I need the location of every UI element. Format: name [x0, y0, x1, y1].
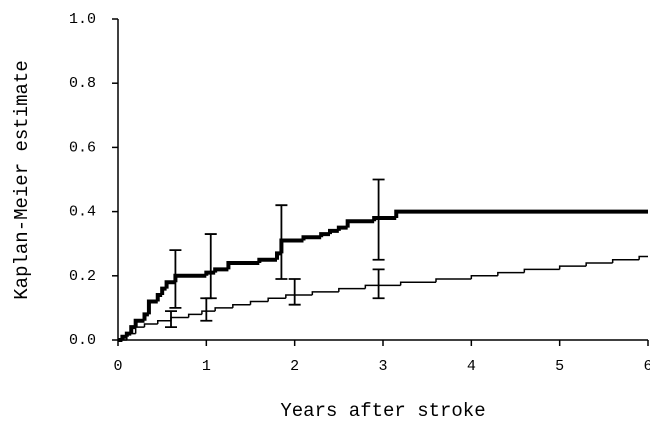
- y-tick-label: 0.4: [69, 204, 96, 221]
- step-segment: [585, 262, 613, 267]
- y-axis-title: Kaplan-Meier estimate: [11, 60, 33, 299]
- step-segment: [285, 294, 313, 299]
- step-segment: [201, 310, 216, 315]
- step-segment: [214, 307, 233, 312]
- x-tick-label: 0: [113, 358, 122, 375]
- step-segment: [126, 332, 136, 340]
- x-tick-label: 3: [378, 358, 387, 375]
- step-segment: [523, 268, 560, 273]
- step-segment: [267, 297, 286, 302]
- step-segment: [435, 278, 472, 283]
- y-tick-label: 0.8: [69, 75, 96, 92]
- step-segment: [611, 259, 640, 263]
- error-bar: [288, 278, 301, 306]
- step-segment: [187, 313, 202, 318]
- step-segment: [164, 280, 176, 289]
- y-tick-label: 0.2: [69, 268, 96, 285]
- step-segment: [249, 300, 269, 305]
- error-bar: [372, 268, 385, 300]
- step-segment: [170, 316, 189, 321]
- step-segment: [155, 293, 163, 302]
- error-bar: [372, 178, 385, 261]
- step-segment: [336, 225, 348, 231]
- step-segment: [558, 265, 587, 270]
- step-segment: [301, 235, 322, 241]
- step-segment: [364, 284, 401, 289]
- step-segment: [160, 286, 167, 296]
- step-segment: [394, 209, 648, 219]
- step-segment: [146, 299, 158, 315]
- step-segment: [134, 326, 145, 334]
- step-segment: [328, 228, 339, 235]
- step-segment: [345, 219, 375, 228]
- x-tick-label: 6: [643, 358, 650, 375]
- step-segment: [142, 312, 149, 321]
- step-segment: [173, 273, 207, 283]
- error-bar: [169, 249, 182, 309]
- error-bar: [275, 204, 288, 280]
- step-segment: [157, 319, 171, 324]
- step-segment: [399, 281, 436, 286]
- step-segment: [319, 232, 330, 238]
- step-segment: [226, 260, 260, 270]
- x-tick-label: 2: [290, 358, 299, 375]
- x-axis-title: Years after stroke: [280, 400, 485, 422]
- error-bar: [204, 233, 217, 300]
- y-tick-label: 0.0: [69, 332, 96, 349]
- y-tick-label: 0.6: [69, 139, 96, 156]
- step-segment: [372, 216, 397, 222]
- step-segment: [204, 270, 216, 276]
- error-bar: [200, 297, 213, 322]
- x-tick-label: 5: [555, 358, 564, 375]
- step-segment: [470, 275, 498, 280]
- y-tick-label: 1.0: [69, 11, 96, 28]
- x-tick-label: 1: [202, 358, 211, 375]
- step-segment: [311, 291, 339, 296]
- step-segment: [143, 323, 158, 328]
- step-segment: [213, 267, 229, 273]
- step-segment: [232, 303, 251, 308]
- step-segment: [338, 287, 366, 292]
- error-bar: [165, 310, 177, 329]
- step-segment: [279, 238, 304, 254]
- step-segment: [133, 318, 145, 328]
- step-segment: [257, 257, 277, 263]
- x-tick-label: 4: [467, 358, 476, 375]
- step-segment: [638, 255, 648, 260]
- step-segment: [497, 271, 525, 276]
